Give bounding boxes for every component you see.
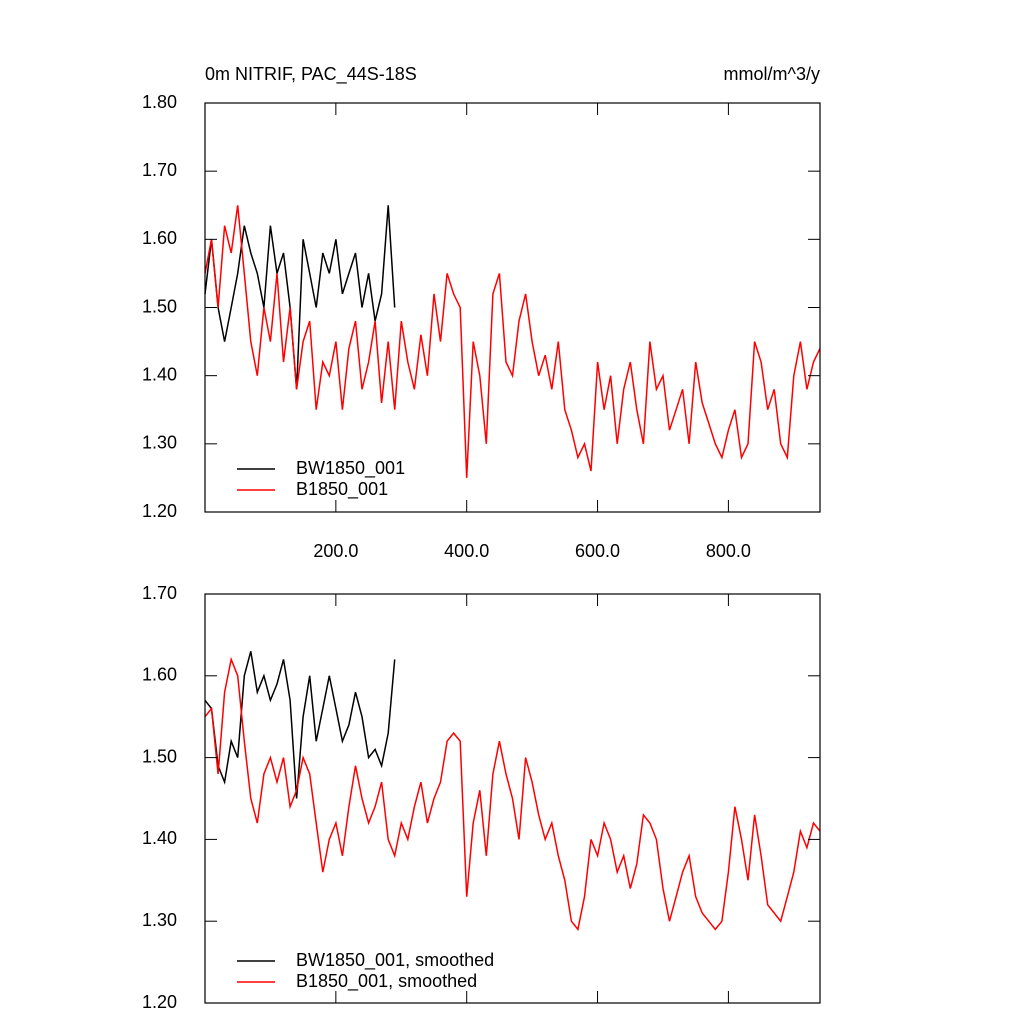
y-tick-label: 1.20 (142, 992, 177, 1012)
plot-frame (204, 593, 821, 1004)
units-label: mmol/m^3/y (724, 64, 820, 84)
series-line (204, 656, 821, 932)
x-tick-label: 600.0 (575, 541, 620, 561)
x-tick-label: 400.0 (444, 541, 489, 561)
y-tick-label: 1.60 (142, 228, 177, 248)
x-tick-label: 800.0 (706, 541, 751, 561)
series-line (204, 651, 396, 799)
y-tick-label: 1.40 (142, 364, 177, 384)
series-line (204, 205, 396, 390)
legend-label: B1850_001 (296, 479, 388, 500)
y-tick-label: 1.70 (142, 583, 177, 603)
y-tick-label: 1.80 (142, 92, 177, 112)
legend-label: B1850_001, smoothed (296, 971, 477, 992)
legend-label: BW1850_001 (296, 458, 405, 479)
y-tick-label: 1.50 (142, 746, 177, 766)
y-tick-label: 1.20 (142, 501, 177, 521)
y-tick-label: 1.30 (142, 433, 177, 453)
plot-frame (204, 102, 821, 513)
y-tick-label: 1.30 (142, 910, 177, 930)
y-tick-label: 1.50 (142, 296, 177, 316)
series-line (204, 205, 821, 478)
x-tick-label: 200.0 (313, 541, 358, 561)
y-tick-label: 1.70 (142, 160, 177, 180)
y-tick-label: 1.40 (142, 828, 177, 848)
legend-label: BW1850_001, smoothed (296, 950, 494, 971)
y-tick-label: 1.60 (142, 665, 177, 685)
chart-title: 0m NITRIF, PAC_44S-18S (205, 64, 417, 85)
